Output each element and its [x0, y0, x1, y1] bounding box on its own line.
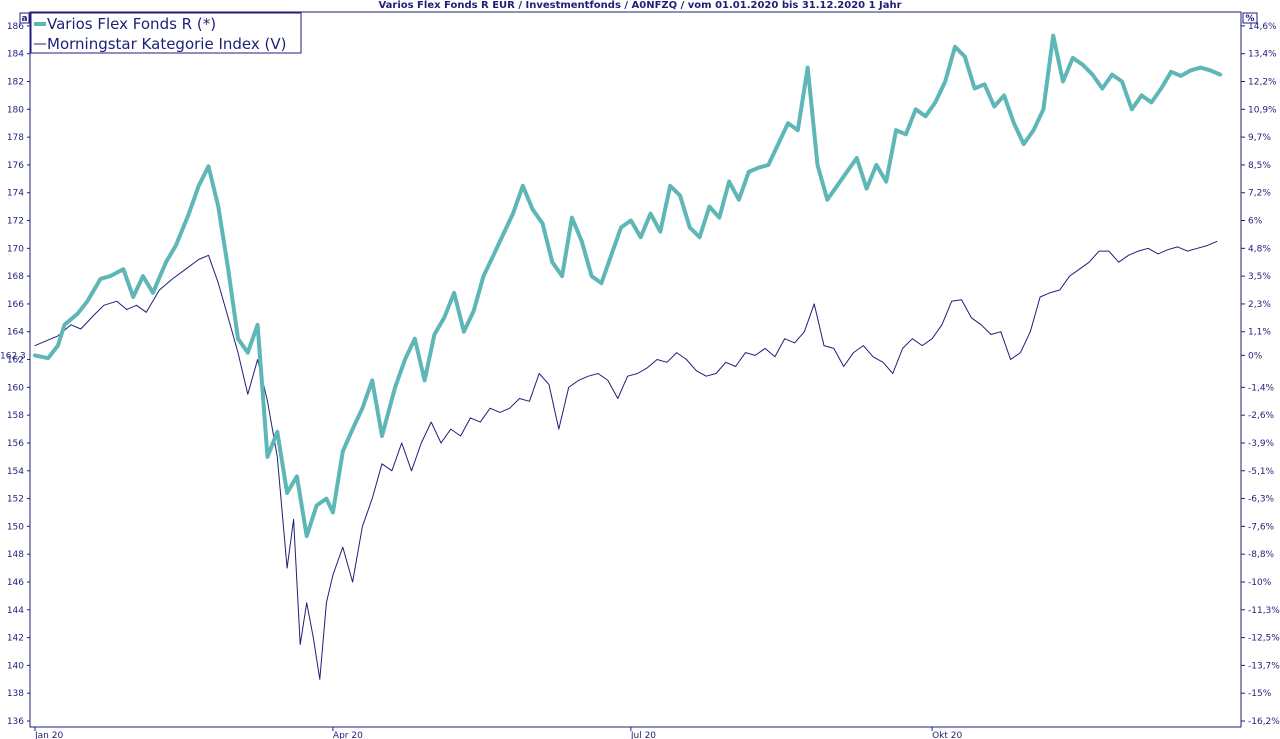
- x-tick-label: Jan 20: [34, 731, 63, 739]
- y-tick-label: 148: [7, 550, 24, 560]
- y-tick-label: 174: [7, 189, 24, 199]
- y-tick-label: 166: [7, 300, 24, 310]
- series-line-index: [34, 240, 1218, 680]
- x-tick-label: Jul 20: [630, 731, 656, 739]
- x-tick-label: Apr 20: [333, 731, 363, 739]
- right-tick-label: -5,1%: [1248, 467, 1275, 477]
- x-tick-label: Okt 20: [932, 731, 962, 739]
- y-tick-label: 150: [7, 522, 24, 532]
- y-tick-label: 176: [7, 161, 24, 171]
- y-tick-label: 140: [7, 661, 24, 671]
- right-tick-label: -1,4%: [1248, 383, 1275, 393]
- series-layer: [33, 33, 1223, 680]
- right-tick-label: 7,2%: [1248, 189, 1271, 199]
- right-tick-label: -8,8%: [1248, 550, 1275, 560]
- y-tick-label: 158: [7, 411, 24, 421]
- y-tick-label: 142: [7, 634, 24, 644]
- plot-area: [29, 11, 1242, 728]
- right-tick-label: -7,6%: [1248, 522, 1275, 532]
- right-axis-unit: %: [1242, 12, 1258, 24]
- y-tick-label: 152: [7, 495, 24, 505]
- y-tick-label: 136: [7, 717, 24, 727]
- y-tick-label: 164: [7, 328, 24, 338]
- right-tick-label: -10%: [1248, 578, 1272, 588]
- y-tick-label: 138: [7, 689, 24, 699]
- right-tick-label: 4,8%: [1248, 244, 1271, 254]
- y-tick-label: 170: [7, 244, 24, 254]
- right-tick-label: 2,3%: [1248, 300, 1271, 310]
- right-tick-label: -11,3%: [1248, 606, 1280, 616]
- series-line-fund: [33, 33, 1223, 539]
- y-tick-label: 178: [7, 133, 24, 143]
- y-tick-label: 184: [7, 50, 24, 60]
- svg-text:a: a: [21, 14, 27, 24]
- legend-entry-index: Morningstar Kategorie Index (V): [47, 35, 286, 53]
- right-tick-label: 1,1%: [1248, 328, 1271, 338]
- y-tick-label: 146: [7, 578, 24, 588]
- y-tick-label: 168: [7, 272, 24, 282]
- right-tick-label: -16,2%: [1248, 717, 1280, 727]
- y-tick-label: 154: [7, 467, 24, 477]
- right-tick-label: 8,5%: [1248, 161, 1271, 171]
- right-tick-label: 3,5%: [1248, 272, 1271, 282]
- y-tick-label: 144: [7, 606, 24, 616]
- svg-text:%: %: [1245, 14, 1254, 24]
- right-tick-label: 10,9%: [1248, 105, 1277, 115]
- right-tick-label: -3,9%: [1248, 439, 1275, 449]
- right-axis: 14,6% 13,4% 12,2% 10,9% 9,7% 8,5% 7,2% 6% 4,8% 3,…: [1241, 22, 1280, 727]
- right-tick-label: -2,6%: [1248, 411, 1275, 421]
- legend: Varios Flex Fonds R (*) Morningstar Kate…: [30, 12, 302, 54]
- right-tick-label: -15%: [1248, 689, 1272, 699]
- y-reference-label: 162,3: [0, 351, 26, 361]
- y-tick-label: 182: [7, 78, 24, 88]
- y-tick-label: 156: [7, 439, 24, 449]
- y-tick-label: 172: [7, 217, 24, 227]
- left-axis: 136 138 140 142 144 146 148 150 152 154 156 158 160 1…: [0, 22, 30, 727]
- right-tick-label: 9,7%: [1248, 133, 1271, 143]
- left-axis-unit: a: [19, 12, 30, 24]
- y-tick-label: 162: [7, 356, 24, 366]
- right-tick-label: -6,3%: [1248, 495, 1275, 505]
- y-tick-label: 186: [7, 22, 24, 32]
- x-axis: Jan 20 Apr 20 Jul 20 Okt 20: [34, 727, 962, 739]
- y-tick-label: 160: [7, 383, 24, 393]
- legend-entry-fund: Varios Flex Fonds R (*): [47, 15, 216, 33]
- chart-title: Varios Flex Fonds R EUR / Investmentfond…: [378, 0, 901, 11]
- right-tick-label: 14,6%: [1248, 22, 1277, 32]
- right-tick-label: 13,4%: [1248, 50, 1277, 60]
- right-tick-label: -12,5%: [1248, 634, 1280, 644]
- legend-box: [30, 12, 302, 54]
- right-tick-label: 0%: [1248, 351, 1263, 361]
- right-tick-label: 12,2%: [1248, 78, 1277, 88]
- right-tick-label: -13,7%: [1248, 661, 1280, 671]
- right-tick-label: 6%: [1248, 217, 1263, 227]
- y-tick-label: 180: [7, 105, 24, 115]
